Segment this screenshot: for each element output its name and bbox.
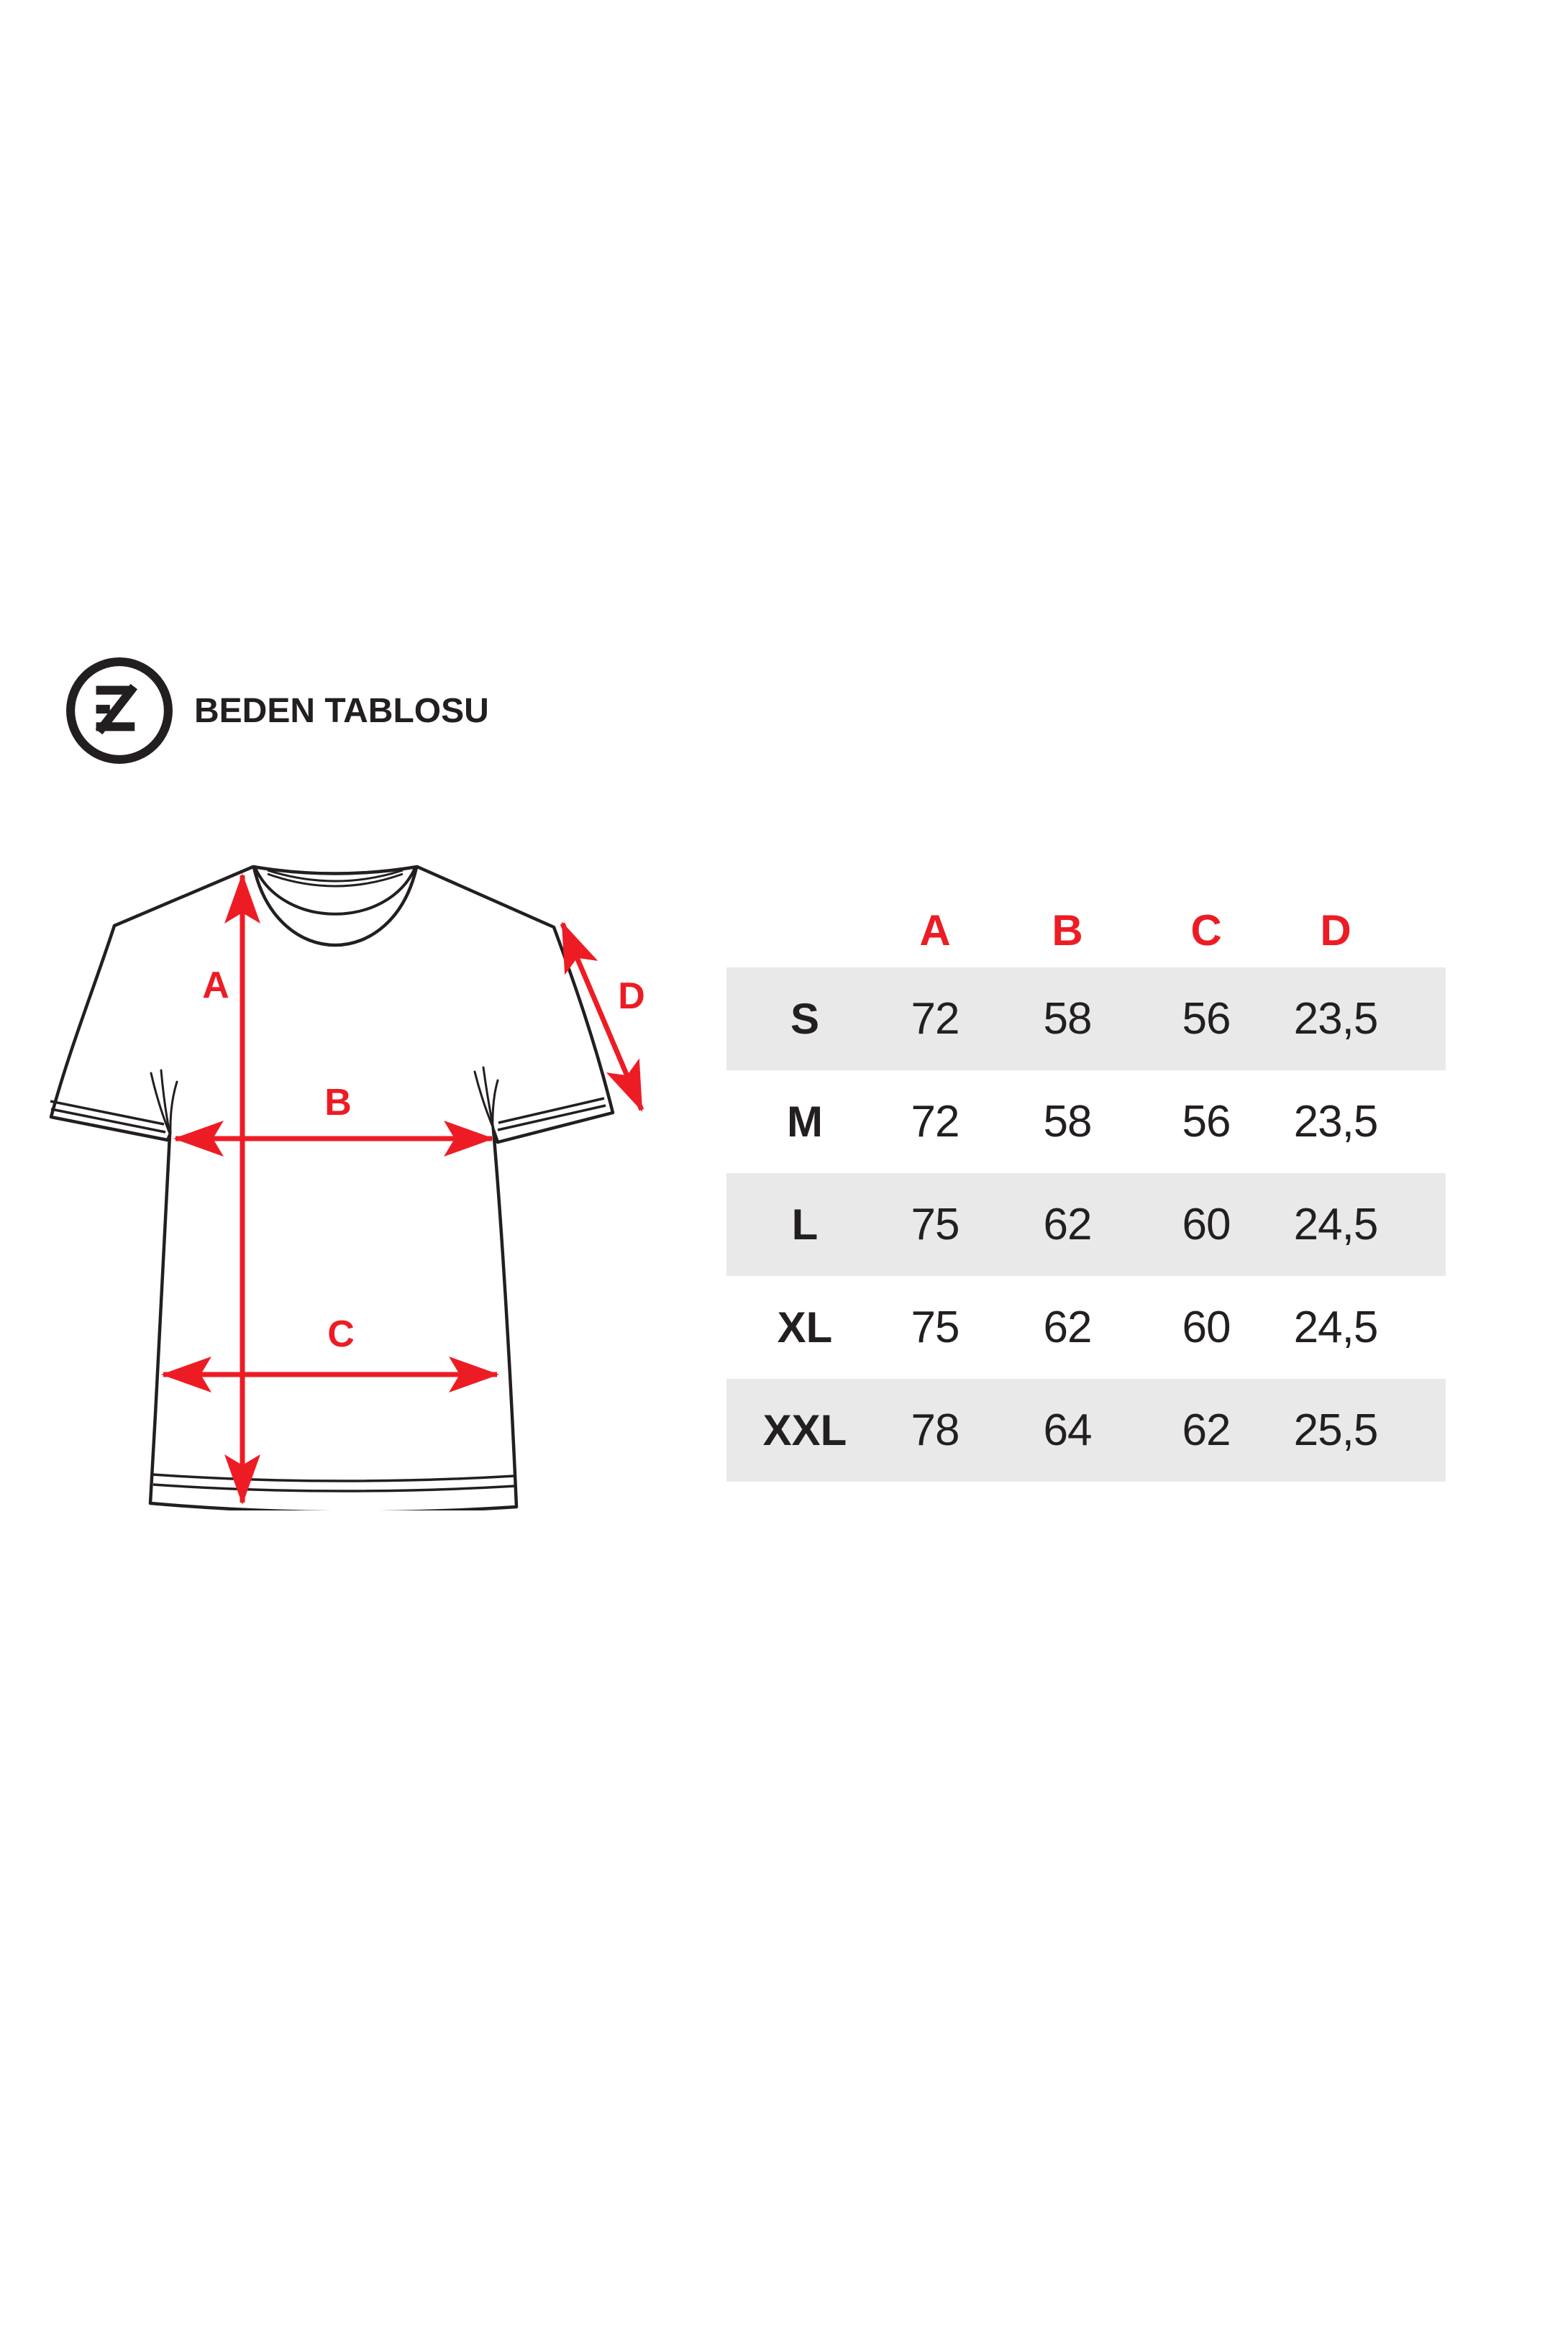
brand-header: BEDEN TABLOSU [65,656,489,765]
size-cell: S [790,995,820,1043]
column-header-d: D [1320,906,1352,954]
value-cell: 58 [1043,1097,1093,1147]
value-cell: 60 [1182,1200,1231,1249]
value-cell: 56 [1182,994,1231,1044]
value-cell: 62 [1043,1303,1093,1352]
value-cell: 23,5 [1293,1097,1379,1147]
collar-band [252,867,419,947]
measurement-arrow-d [560,921,644,1112]
table-header-row: A B C D [726,903,1446,967]
tshirt-outline [49,865,615,1510]
table-row: L 75 62 60 24,5 [726,1173,1446,1276]
measurement-label-a: A [202,965,229,1006]
value-cell: 56 [1182,1097,1231,1147]
table-row: XL 75 62 60 24,5 [726,1276,1446,1379]
table-row: XXL 78 64 62 25,5 [726,1379,1446,1482]
value-cell: 58 [1043,994,1093,1044]
z-circle-logo-icon [66,657,173,764]
size-table: A B C D S 72 58 56 23,5 M 72 58 56 23,5 … [726,903,1446,1482]
value-cell: 75 [911,1200,960,1249]
table-row: S 72 58 56 23,5 [726,967,1446,1070]
value-cell: 23,5 [1293,994,1379,1044]
measurement-label-d: D [618,975,645,1017]
value-cell: 24,5 [1293,1303,1379,1352]
value-cell: 25,5 [1293,1405,1379,1455]
size-cell: L [791,1200,819,1249]
column-header-b: B [1052,906,1083,954]
value-cell: 62 [1043,1200,1093,1249]
bottom-hem-stitches [152,1473,516,1492]
value-cell: 75 [911,1303,960,1352]
column-header-c: C [1190,906,1222,954]
value-cell: 64 [1043,1405,1093,1455]
page-title: BEDEN TABLOSU [194,691,489,730]
value-cell: 60 [1182,1303,1231,1352]
size-cell: M [787,1098,823,1146]
measurement-label-b: B [324,1082,352,1123]
value-cell: 72 [911,994,960,1044]
value-cell: 72 [911,1097,960,1147]
size-cell: XL [777,1303,833,1352]
measurement-label-c: C [327,1313,355,1355]
tshirt-measurement-diagram: A B C D [49,865,645,1510]
column-header-a: A [919,906,951,954]
value-cell: 24,5 [1293,1200,1379,1249]
value-cell: 78 [911,1405,960,1455]
size-cell: XXL [762,1406,847,1454]
table-row: M 72 58 56 23,5 [726,1070,1446,1173]
value-cell: 62 [1182,1405,1231,1455]
